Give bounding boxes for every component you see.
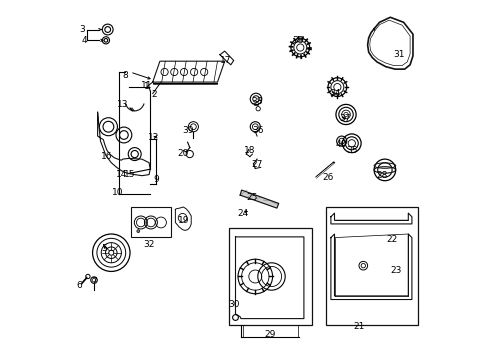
Text: 20: 20: [177, 149, 188, 158]
Circle shape: [137, 230, 140, 233]
Text: 36: 36: [252, 126, 264, 135]
Text: 28: 28: [376, 171, 387, 180]
Text: 13: 13: [117, 100, 128, 109]
Text: 12: 12: [148, 133, 159, 142]
Text: 18: 18: [244, 146, 255, 155]
Polygon shape: [152, 61, 224, 82]
Polygon shape: [175, 207, 191, 230]
Polygon shape: [98, 112, 150, 176]
Text: 19: 19: [177, 216, 189, 225]
Text: 7: 7: [91, 277, 97, 286]
Bar: [229, 228, 311, 325]
Text: 10: 10: [112, 188, 123, 197]
Text: 14: 14: [116, 170, 127, 179]
Text: 17: 17: [220, 56, 231, 65]
Text: 9: 9: [153, 175, 159, 184]
Polygon shape: [367, 17, 412, 69]
Polygon shape: [330, 234, 411, 300]
Text: 39: 39: [182, 126, 193, 135]
Polygon shape: [240, 190, 278, 208]
Bar: [131, 207, 170, 237]
Text: 4: 4: [81, 36, 87, 45]
Polygon shape: [330, 213, 411, 224]
Text: 21: 21: [352, 323, 364, 331]
Text: 38: 38: [251, 97, 263, 106]
Text: 34: 34: [329, 89, 340, 98]
Text: 32: 32: [143, 240, 155, 248]
Text: 16: 16: [101, 152, 113, 161]
Text: 35: 35: [346, 146, 358, 155]
Text: 6: 6: [77, 281, 82, 289]
Text: 22: 22: [386, 235, 397, 244]
Text: 11: 11: [141, 81, 152, 90]
Text: 33: 33: [291, 36, 303, 45]
Text: 27: 27: [251, 161, 262, 169]
Text: 37: 37: [338, 113, 349, 122]
Text: 15: 15: [124, 170, 136, 179]
Text: 1: 1: [144, 82, 150, 91]
Polygon shape: [220, 51, 233, 65]
Text: 2: 2: [151, 90, 156, 99]
Text: 30: 30: [228, 300, 240, 309]
Bar: [325, 207, 418, 325]
Text: 5: 5: [101, 244, 107, 253]
Text: 29: 29: [264, 330, 276, 338]
Text: 24: 24: [237, 209, 248, 217]
Text: 8: 8: [122, 71, 127, 80]
Text: 26: 26: [322, 173, 333, 181]
Text: 25: 25: [245, 194, 257, 202]
Text: 31: 31: [393, 50, 404, 59]
Text: 3: 3: [79, 25, 84, 34]
Polygon shape: [235, 237, 303, 319]
Text: 40: 40: [335, 140, 346, 149]
Text: 23: 23: [390, 266, 401, 275]
